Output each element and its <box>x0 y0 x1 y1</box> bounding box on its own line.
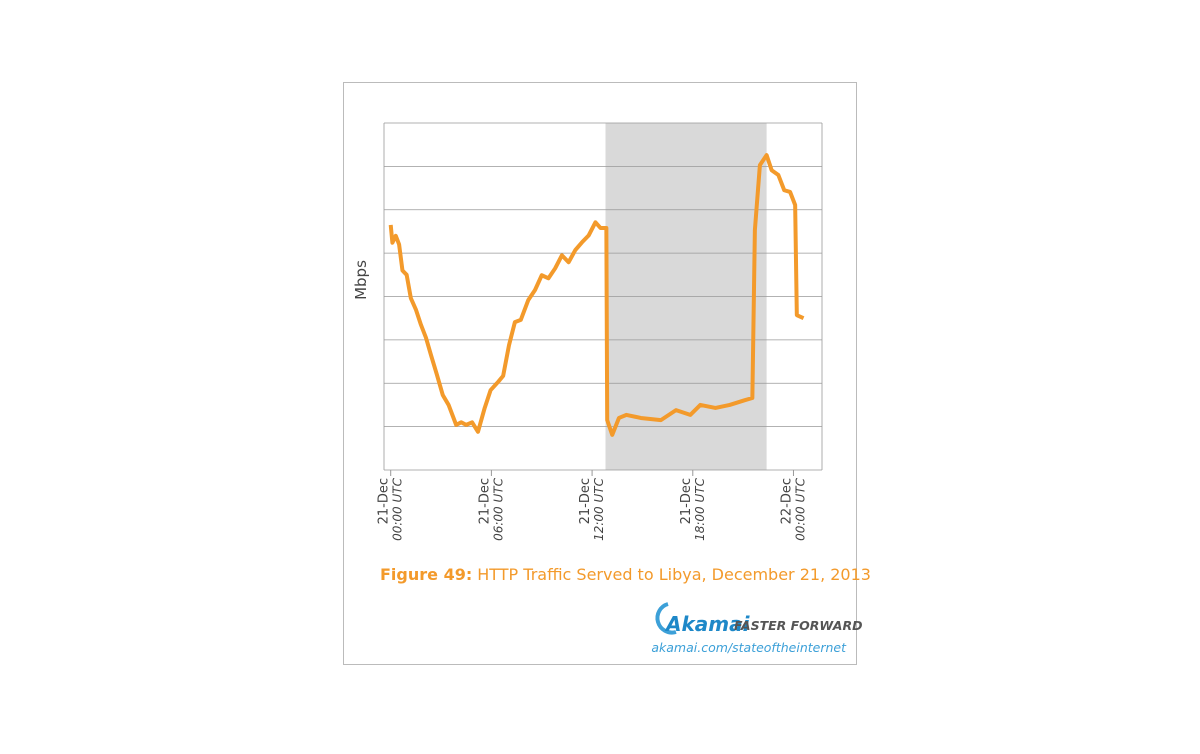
x-tick-date: 22-Dec <box>779 478 794 524</box>
logo-swoosh <box>655 602 677 635</box>
x-tick-date: 21-Dec <box>578 478 593 524</box>
x-tick-label: 21-Dec06:00 UTC <box>477 477 505 541</box>
x-tick-time: 00:00 UTC <box>793 477 807 541</box>
caption: Figure 49: HTTP Traffic Served to Libya, … <box>380 565 871 584</box>
x-tick-time: 06:00 UTC <box>491 477 505 541</box>
x-tick-label: 22-Dec00:00 UTC <box>779 477 807 541</box>
x-tick-time: 00:00 UTC <box>391 477 405 541</box>
x-tick-label: 21-Dec18:00 UTC <box>679 477 707 541</box>
x-tick-time: 18:00 UTC <box>693 477 707 541</box>
y-axis-label: Mbps <box>352 260 370 300</box>
logo: Akamai FASTER FORWARD akamai.com/stateof… <box>651 602 862 655</box>
x-tick-label: 21-Dec12:00 UTC <box>578 477 606 541</box>
tagline: FASTER FORWARD <box>734 618 862 633</box>
caption-title: HTTP Traffic Served to Libya, December 2… <box>477 565 871 584</box>
x-tick-date: 21-Dec <box>679 478 694 524</box>
x-tick-label: 21-Dec00:00 UTC <box>377 477 405 541</box>
line-series <box>388 153 805 437</box>
brand: Akamai <box>664 612 751 636</box>
frame <box>343 82 857 665</box>
caption-label: Figure 49: <box>380 565 472 584</box>
x-tick-time: 12:00 UTC <box>592 477 606 541</box>
url: akamai.com/stateoftheinternet <box>651 640 847 655</box>
x-tick-date: 21-Dec <box>477 478 492 524</box>
x-tick-date: 21-Dec <box>377 478 392 524</box>
